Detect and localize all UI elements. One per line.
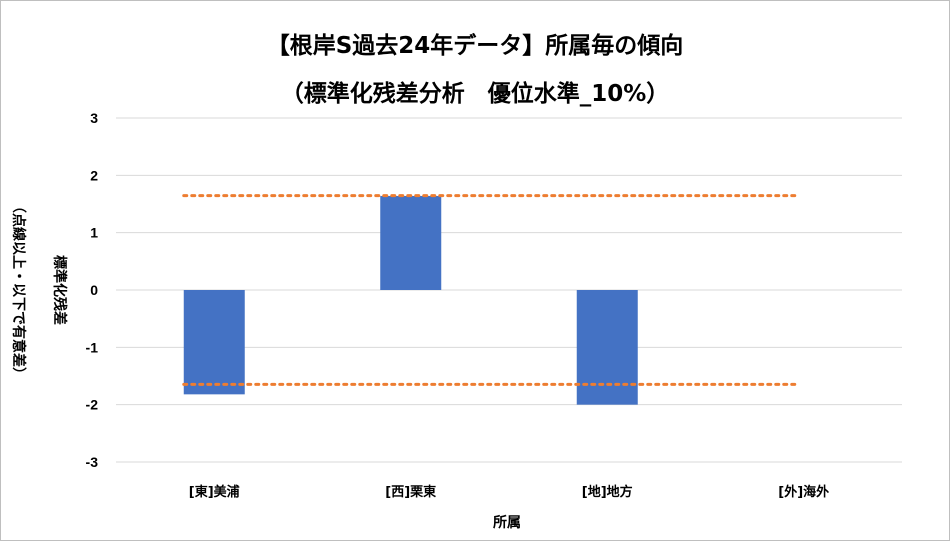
gridlines: [116, 117, 902, 463]
y-tick-labels: 3 2 1 0 -1 -2 -3: [86, 110, 99, 470]
bars: [183, 195, 638, 405]
y-tick-label: -1: [86, 339, 99, 355]
y-axis-label-line1: 標準化残差: [51, 255, 68, 325]
chart-title: 【根岸S過去24年データ】所属毎の傾向: [266, 33, 684, 59]
y-tick-label: 0: [90, 282, 98, 298]
y-tick-label: 1: [90, 225, 98, 241]
bar: [380, 195, 442, 290]
x-tick-label: [外]海外: [778, 484, 829, 500]
x-tick-label: [西]栗東: [385, 484, 436, 500]
y-axis-label-line2: （点線以上・以下で有意差）: [10, 199, 27, 381]
bar: [576, 290, 638, 405]
x-tick-label: [地]地方: [582, 484, 633, 500]
x-axis-label: 所属: [493, 514, 521, 531]
x-tick-labels: [東]美浦 [西]栗東 [地]地方 [外]海外: [189, 484, 829, 500]
x-tick-label: [東]美浦: [189, 484, 240, 500]
chart-subtitle: （標準化残差分析 優位水準_10%）: [280, 81, 670, 107]
y-tick-label: -3: [86, 454, 99, 470]
reference-lines: [182, 194, 798, 386]
y-tick-label: -2: [86, 397, 99, 413]
bar: [183, 290, 245, 395]
y-tick-label: 2: [90, 167, 98, 183]
y-tick-label: 3: [90, 110, 98, 126]
